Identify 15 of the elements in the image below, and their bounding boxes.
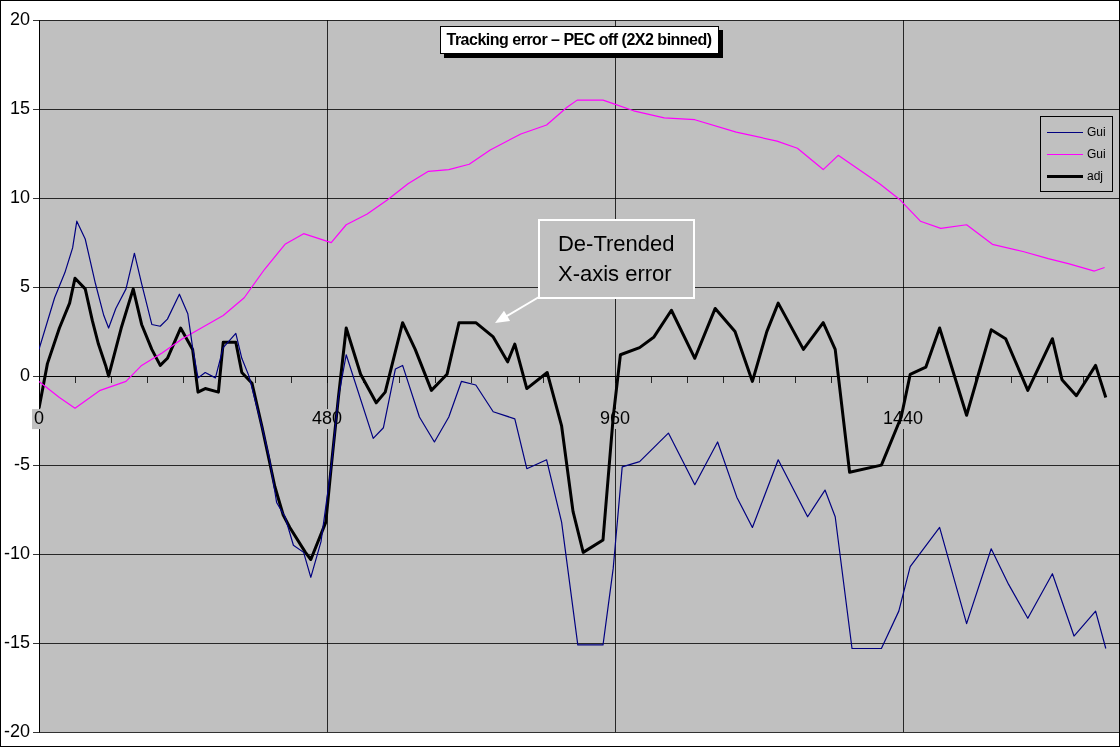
y-tick-label: 15 — [9, 97, 31, 118]
y-tick-label: 5 — [20, 276, 31, 297]
y-tick-label: -5 — [14, 454, 31, 475]
legend-label: Gui — [1087, 147, 1106, 161]
y-tick-label: -15 — [4, 632, 31, 653]
text: Tracking error – PEC off (2X2 binned) — [439, 26, 719, 54]
y-tick-label: 20 — [9, 8, 31, 29]
legend-label: adj — [1087, 169, 1104, 183]
y-tick-label: 0 — [20, 365, 31, 386]
legend-label: Gui — [1087, 125, 1106, 139]
y-tick-label: -10 — [4, 543, 31, 564]
y-tick-label: 10 — [9, 187, 31, 208]
y-tick-label: -20 — [4, 721, 31, 742]
annotation: De-Trended X-axis error — [537, 219, 695, 300]
x-tick-label: 0 — [34, 408, 45, 429]
